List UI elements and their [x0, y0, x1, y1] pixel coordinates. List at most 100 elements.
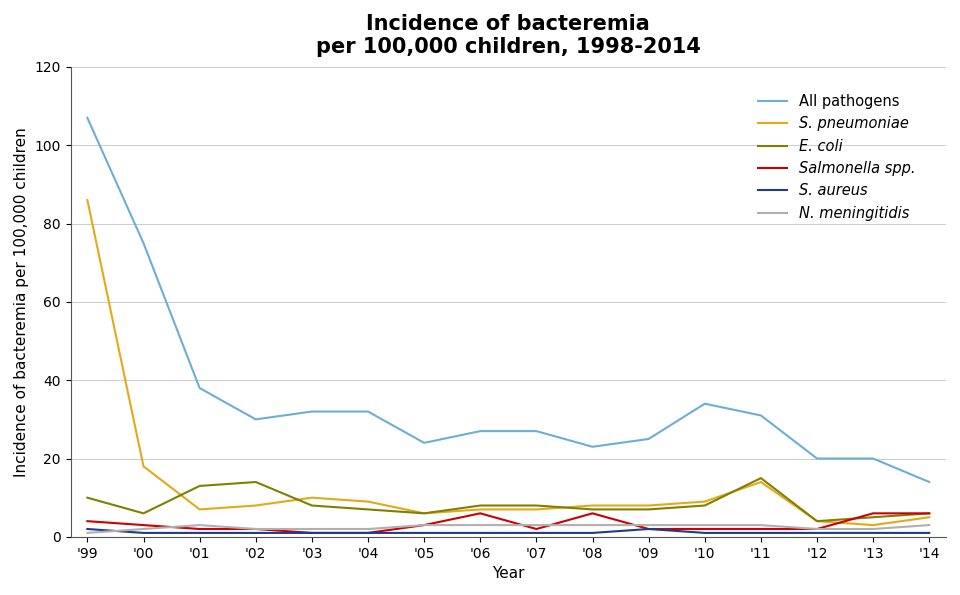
- E. coli: [756, 475, 767, 482]
- S. pneumoniae: [699, 498, 710, 505]
- S. pneumoniae: [194, 506, 205, 513]
- N. meningitidis: [82, 530, 93, 537]
- S. aureus: [531, 530, 542, 537]
- S. aureus: [419, 530, 430, 537]
- All pathogens: [306, 408, 318, 415]
- Title: Incidence of bacteremia
per 100,000 children, 1998-2014: Incidence of bacteremia per 100,000 chil…: [316, 14, 701, 57]
- Y-axis label: Incidence of bacteremia per 100,000 children: Incidence of bacteremia per 100,000 chil…: [13, 127, 29, 477]
- S. aureus: [474, 530, 486, 537]
- N. meningitidis: [643, 521, 655, 528]
- All pathogens: [531, 428, 542, 435]
- Salmonella spp.: [924, 510, 935, 517]
- E. coli: [587, 506, 598, 513]
- Salmonella spp.: [474, 510, 486, 517]
- N. meningitidis: [811, 525, 823, 533]
- Salmonella spp.: [419, 521, 430, 528]
- Salmonella spp.: [643, 525, 655, 533]
- Salmonella spp.: [756, 525, 767, 533]
- X-axis label: Year: Year: [492, 566, 524, 581]
- Line: Salmonella spp.: Salmonella spp.: [87, 513, 929, 533]
- Salmonella spp.: [699, 525, 710, 533]
- Line: N. meningitidis: N. meningitidis: [87, 525, 929, 533]
- N. meningitidis: [699, 521, 710, 528]
- E. coli: [868, 513, 879, 521]
- Salmonella spp.: [137, 521, 149, 528]
- Salmonella spp.: [194, 525, 205, 533]
- All pathogens: [699, 400, 710, 408]
- N. meningitidis: [868, 525, 879, 533]
- All pathogens: [194, 384, 205, 392]
- N. meningitidis: [587, 521, 598, 528]
- E. coli: [643, 506, 655, 513]
- All pathogens: [250, 416, 261, 423]
- E. coli: [362, 506, 373, 513]
- S. aureus: [362, 530, 373, 537]
- N. meningitidis: [419, 521, 430, 528]
- All pathogens: [756, 412, 767, 419]
- S. aureus: [811, 530, 823, 537]
- S. pneumoniae: [362, 498, 373, 505]
- E. coli: [699, 502, 710, 509]
- All pathogens: [362, 408, 373, 415]
- E. coli: [250, 478, 261, 486]
- Salmonella spp.: [362, 530, 373, 537]
- S. aureus: [194, 530, 205, 537]
- N. meningitidis: [756, 521, 767, 528]
- S. pneumoniae: [868, 521, 879, 528]
- Salmonella spp.: [250, 525, 261, 533]
- S. pneumoniae: [531, 506, 542, 513]
- S. pneumoniae: [474, 506, 486, 513]
- S. pneumoniae: [643, 502, 655, 509]
- S. pneumoniae: [250, 502, 261, 509]
- S. aureus: [250, 530, 261, 537]
- Legend: All pathogens, S. pneumoniae, E. coli, Salmonella spp., S. aureus, N. meningitid: All pathogens, S. pneumoniae, E. coli, S…: [753, 89, 922, 227]
- S. pneumoniae: [82, 196, 93, 203]
- S. pneumoniae: [137, 463, 149, 470]
- All pathogens: [643, 436, 655, 443]
- Line: S. pneumoniae: S. pneumoniae: [87, 200, 929, 525]
- S. pneumoniae: [924, 513, 935, 521]
- N. meningitidis: [924, 521, 935, 528]
- N. meningitidis: [137, 525, 149, 533]
- E. coli: [419, 510, 430, 517]
- Salmonella spp.: [868, 510, 879, 517]
- All pathogens: [811, 455, 823, 462]
- N. meningitidis: [362, 525, 373, 533]
- Salmonella spp.: [82, 518, 93, 525]
- S. aureus: [137, 530, 149, 537]
- N. meningitidis: [531, 521, 542, 528]
- S. pneumoniae: [811, 518, 823, 525]
- Line: S. aureus: S. aureus: [87, 529, 929, 533]
- E. coli: [194, 483, 205, 490]
- S. aureus: [82, 525, 93, 533]
- E. coli: [137, 510, 149, 517]
- All pathogens: [137, 240, 149, 247]
- N. meningitidis: [306, 525, 318, 533]
- All pathogens: [868, 455, 879, 462]
- N. meningitidis: [194, 521, 205, 528]
- All pathogens: [419, 439, 430, 446]
- S. aureus: [756, 530, 767, 537]
- S. pneumoniae: [756, 478, 767, 486]
- All pathogens: [474, 428, 486, 435]
- All pathogens: [587, 443, 598, 450]
- Salmonella spp.: [587, 510, 598, 517]
- S. aureus: [306, 530, 318, 537]
- Salmonella spp.: [531, 525, 542, 533]
- E. coli: [306, 502, 318, 509]
- S. pneumoniae: [587, 502, 598, 509]
- E. coli: [924, 510, 935, 517]
- S. pneumoniae: [419, 510, 430, 517]
- Line: E. coli: E. coli: [87, 478, 929, 521]
- S. aureus: [924, 530, 935, 537]
- E. coli: [811, 518, 823, 525]
- E. coli: [82, 494, 93, 501]
- N. meningitidis: [250, 525, 261, 533]
- Salmonella spp.: [306, 530, 318, 537]
- E. coli: [531, 502, 542, 509]
- N. meningitidis: [474, 521, 486, 528]
- All pathogens: [924, 478, 935, 486]
- S. aureus: [699, 530, 710, 537]
- S. aureus: [868, 530, 879, 537]
- S. aureus: [587, 530, 598, 537]
